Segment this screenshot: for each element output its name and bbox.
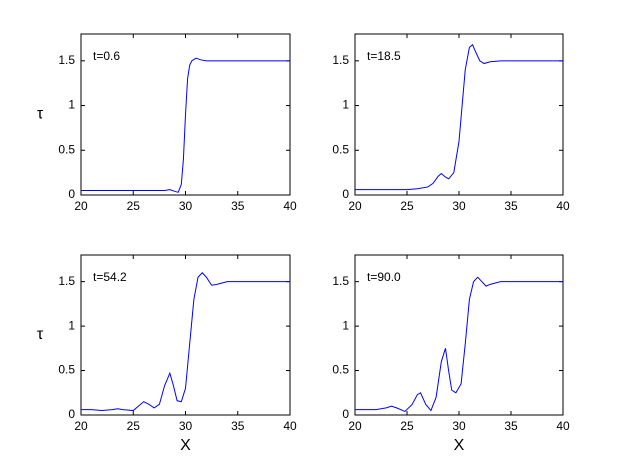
y-tick-label: 1.5 (58, 274, 75, 288)
y-tick-label: 0.5 (58, 363, 75, 377)
y-tick-label: 0.5 (332, 363, 349, 377)
x-tick-label: 35 (231, 199, 245, 213)
curve (81, 272, 290, 412)
x-tick-label: 35 (504, 199, 518, 213)
y-axis-label: τ (37, 326, 44, 343)
x-axis-label: X (180, 437, 191, 454)
x-axis-label: X (454, 437, 465, 454)
y-axis-label: τ (37, 106, 44, 123)
y-tick-label: 1 (342, 98, 349, 112)
x-tick-label: 20 (74, 199, 88, 213)
y-tick-label: 1.5 (332, 274, 349, 288)
x-tick-label: 40 (283, 419, 297, 433)
curve (355, 43, 563, 191)
x-tick-label: 30 (179, 419, 193, 433)
y-tick-label: 0.5 (332, 142, 349, 156)
annotation: t=18.5 (367, 49, 401, 63)
x-tick-label: 20 (348, 419, 362, 433)
x-tick-label: 20 (348, 199, 362, 213)
y-tick-label: 0 (68, 407, 75, 421)
y-tick-label: 1 (68, 98, 75, 112)
x-tick-label: 30 (452, 419, 466, 433)
x-tick-label: 40 (556, 419, 570, 433)
x-tick-label: 25 (400, 199, 414, 213)
y-tick-label: 0 (342, 187, 349, 201)
curve (81, 57, 290, 193)
y-tick-label: 0.5 (58, 142, 75, 156)
y-tick-label: 0 (68, 187, 75, 201)
y-tick-label: 0 (342, 407, 349, 421)
y-tick-label: 1.5 (332, 53, 349, 67)
x-tick-label: 25 (127, 419, 141, 433)
y-tick-label: 1 (68, 318, 75, 332)
annotation: t=54.2 (93, 270, 127, 284)
x-tick-label: 40 (556, 199, 570, 213)
x-tick-label: 35 (504, 419, 518, 433)
x-tick-label: 40 (283, 199, 297, 213)
x-tick-label: 25 (127, 199, 141, 213)
x-tick-label: 35 (231, 419, 245, 433)
x-tick-label: 30 (179, 199, 193, 213)
annotation: t=90.0 (367, 270, 401, 284)
curve (355, 276, 563, 413)
x-tick-label: 25 (400, 419, 414, 433)
x-tick-label: 30 (452, 199, 466, 213)
y-tick-label: 1 (342, 318, 349, 332)
y-tick-label: 1.5 (58, 53, 75, 67)
annotation: t=0.6 (93, 49, 120, 63)
x-tick-label: 20 (74, 419, 88, 433)
